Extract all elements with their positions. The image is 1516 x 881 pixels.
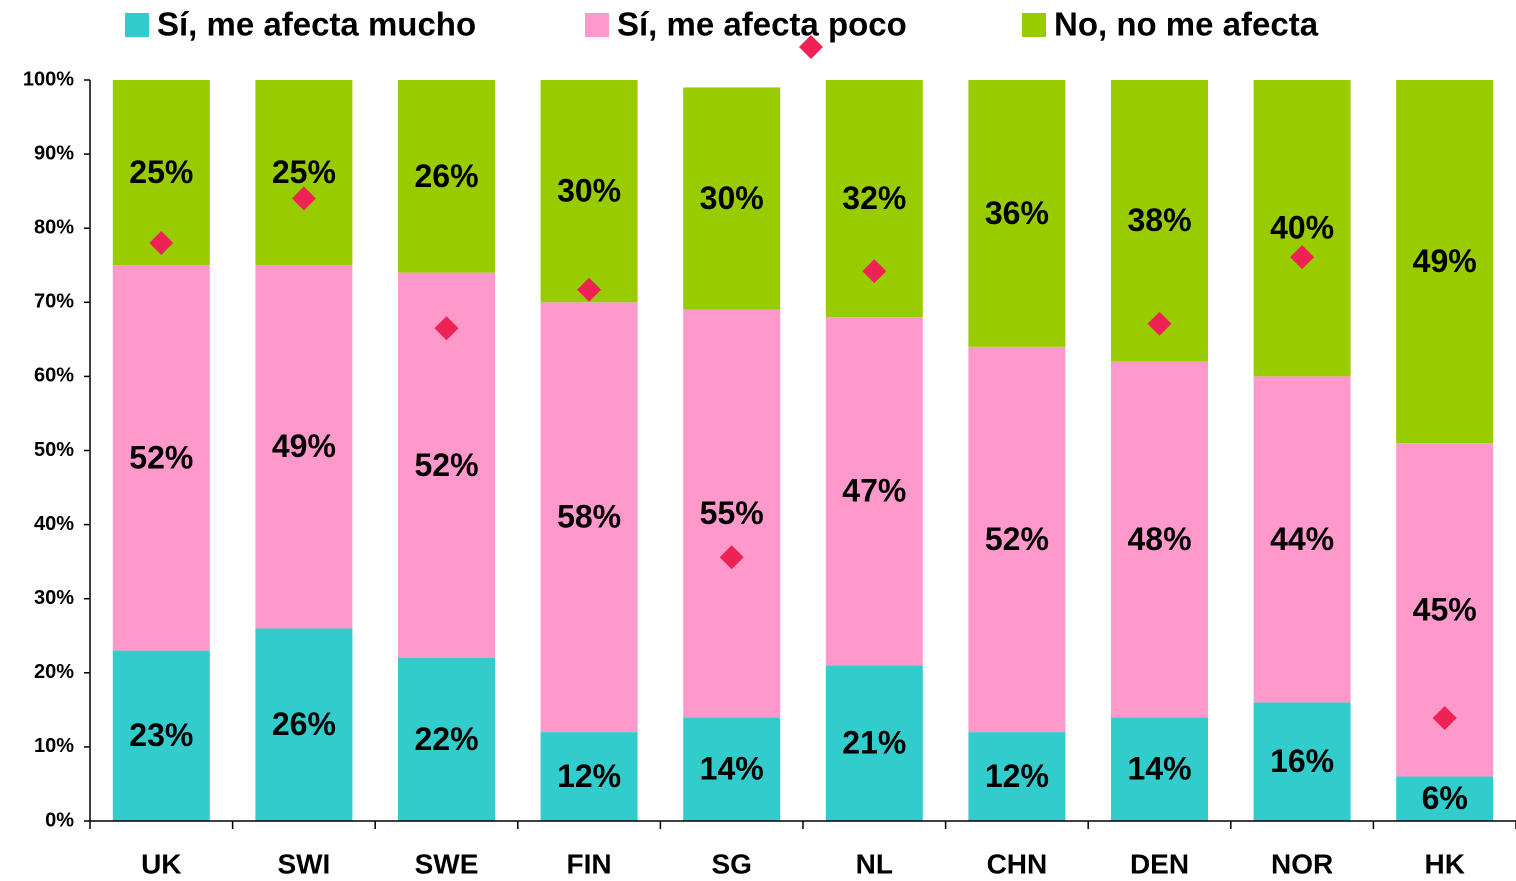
y-tick-label: 50% <box>34 439 74 461</box>
diamond-marker <box>149 231 174 256</box>
data-label: 40% <box>1270 210 1334 246</box>
y-tick-label: 80% <box>34 216 74 238</box>
x-tick-label: HK <box>1424 848 1464 879</box>
bar-segment <box>398 80 495 273</box>
legend-label: Sí, me afecta mucho <box>157 6 476 43</box>
diamond-marker <box>291 186 316 211</box>
x-tick-label: FIN <box>567 848 612 879</box>
x-tick-label: CHN <box>987 848 1048 879</box>
diamond-marker <box>719 545 744 570</box>
bar-segment <box>1396 80 1494 444</box>
y-tick-label: 100% <box>23 68 74 90</box>
y-tick-label: 20% <box>34 661 74 683</box>
data-label: 25% <box>272 154 336 190</box>
x-tick-label: SWI <box>277 848 330 879</box>
data-label: 44% <box>1270 521 1334 557</box>
data-label: 12% <box>985 758 1049 794</box>
bar-segment <box>1111 361 1208 718</box>
data-label: 32% <box>842 180 906 216</box>
data-label: 22% <box>414 721 478 757</box>
data-label: 49% <box>1413 243 1477 279</box>
bar-segment <box>112 265 210 651</box>
bar-segment <box>255 628 353 821</box>
bar-segment <box>398 657 495 821</box>
diamond-marker <box>1147 311 1172 336</box>
legend-swatch <box>585 13 609 37</box>
data-label: 45% <box>1413 591 1477 627</box>
data-label: 26% <box>414 158 478 194</box>
legend-swatch <box>1022 13 1046 37</box>
bar-segment <box>968 346 1066 733</box>
data-label: 6% <box>1422 780 1468 816</box>
data-label: 52% <box>985 521 1049 557</box>
x-tick-label: NOR <box>1271 848 1333 879</box>
y-tick-label: 90% <box>34 142 74 164</box>
legend-label: Sí, me afecta poco <box>617 6 907 43</box>
data-label: 58% <box>557 499 621 535</box>
diamond-marker <box>434 316 459 341</box>
legend-marker <box>799 35 823 59</box>
data-label: 21% <box>842 725 906 761</box>
bar-segment <box>255 80 353 266</box>
bar-segment <box>968 732 1066 821</box>
x-tick-label: SWE <box>415 848 479 879</box>
legend-swatch <box>125 13 149 37</box>
diamond-marker <box>577 277 602 302</box>
y-tick-label: 30% <box>34 587 74 609</box>
data-label: 12% <box>557 758 621 794</box>
legend-label: No, no me afecta <box>1054 6 1319 43</box>
bar-segment <box>683 717 781 821</box>
diamond-marker <box>1432 706 1457 731</box>
x-tick-label: DEN <box>1130 848 1189 879</box>
y-tick-label: 10% <box>34 735 74 757</box>
y-tick-label: 0% <box>45 809 74 831</box>
diamond-marker <box>862 259 887 284</box>
data-label: 38% <box>1127 202 1191 238</box>
bar-segment <box>540 732 638 821</box>
bar-segment <box>825 317 923 666</box>
data-label: 26% <box>272 706 336 742</box>
y-tick-label: 70% <box>34 291 74 313</box>
bar-segment <box>825 665 923 821</box>
bar-segment <box>683 87 781 310</box>
bar-segment <box>112 650 210 821</box>
data-label: 14% <box>700 751 764 787</box>
data-label: 47% <box>842 473 906 509</box>
diamond-marker <box>1290 245 1315 270</box>
data-label: 55% <box>700 495 764 531</box>
data-label: 48% <box>1127 521 1191 557</box>
bar-segment <box>1253 80 1351 377</box>
x-tick-label: SG <box>711 848 751 879</box>
data-label: 36% <box>985 195 1049 231</box>
bar-segment <box>255 265 353 629</box>
data-label: 25% <box>129 154 193 190</box>
data-label: 30% <box>557 173 621 209</box>
x-tick-label: UK <box>141 848 181 879</box>
y-tick-label: 60% <box>34 365 74 387</box>
data-label: 14% <box>1127 751 1191 787</box>
bar-segment <box>1253 702 1351 821</box>
bar-segment <box>1396 776 1494 821</box>
data-label: 16% <box>1270 743 1334 779</box>
data-label: 23% <box>129 717 193 753</box>
bar-segment <box>1253 376 1351 703</box>
bar-segment <box>540 302 638 733</box>
bar-segment <box>968 80 1066 347</box>
data-label: 30% <box>700 180 764 216</box>
data-label: 52% <box>129 439 193 475</box>
bar-segment <box>1111 717 1208 821</box>
data-label: 52% <box>414 447 478 483</box>
x-tick-label: NL <box>856 848 893 879</box>
bar-segment <box>540 80 638 303</box>
bar-segment <box>683 309 781 718</box>
y-tick-label: 40% <box>34 513 74 535</box>
data-label: 49% <box>272 428 336 464</box>
